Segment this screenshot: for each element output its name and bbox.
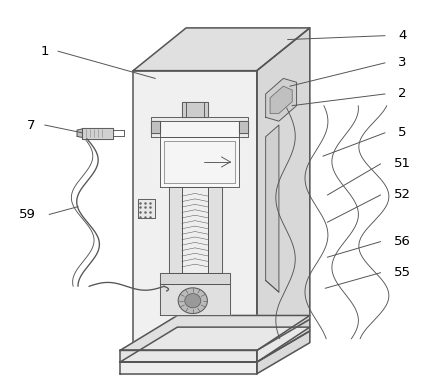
Polygon shape (82, 128, 113, 139)
Text: 51: 51 (394, 158, 411, 170)
Text: 3: 3 (398, 57, 407, 69)
Polygon shape (266, 78, 296, 121)
Polygon shape (164, 140, 235, 183)
Text: 5: 5 (398, 126, 407, 139)
Circle shape (178, 288, 207, 314)
Polygon shape (257, 28, 310, 351)
Polygon shape (77, 129, 82, 138)
Polygon shape (239, 121, 248, 133)
Polygon shape (120, 316, 310, 351)
Polygon shape (182, 187, 208, 273)
Text: 2: 2 (398, 87, 407, 101)
Polygon shape (266, 125, 279, 292)
Polygon shape (182, 102, 208, 117)
Text: 7: 7 (27, 119, 36, 131)
Polygon shape (151, 117, 248, 137)
Text: 56: 56 (394, 235, 411, 248)
Polygon shape (159, 284, 230, 316)
Polygon shape (257, 331, 310, 374)
Text: 59: 59 (19, 208, 35, 221)
Polygon shape (151, 121, 159, 133)
Polygon shape (270, 86, 292, 113)
Polygon shape (120, 362, 257, 374)
Polygon shape (168, 187, 182, 273)
Polygon shape (120, 351, 257, 362)
Polygon shape (133, 28, 310, 71)
Circle shape (185, 294, 201, 308)
Polygon shape (159, 273, 230, 284)
Polygon shape (159, 121, 239, 137)
Text: 1: 1 (41, 45, 49, 58)
Polygon shape (120, 327, 310, 362)
Polygon shape (208, 187, 222, 273)
Polygon shape (257, 319, 310, 362)
Text: 4: 4 (398, 29, 407, 42)
Text: 55: 55 (394, 266, 411, 279)
Text: 52: 52 (394, 188, 411, 202)
Polygon shape (159, 137, 239, 187)
Polygon shape (138, 199, 155, 218)
Polygon shape (133, 71, 257, 351)
